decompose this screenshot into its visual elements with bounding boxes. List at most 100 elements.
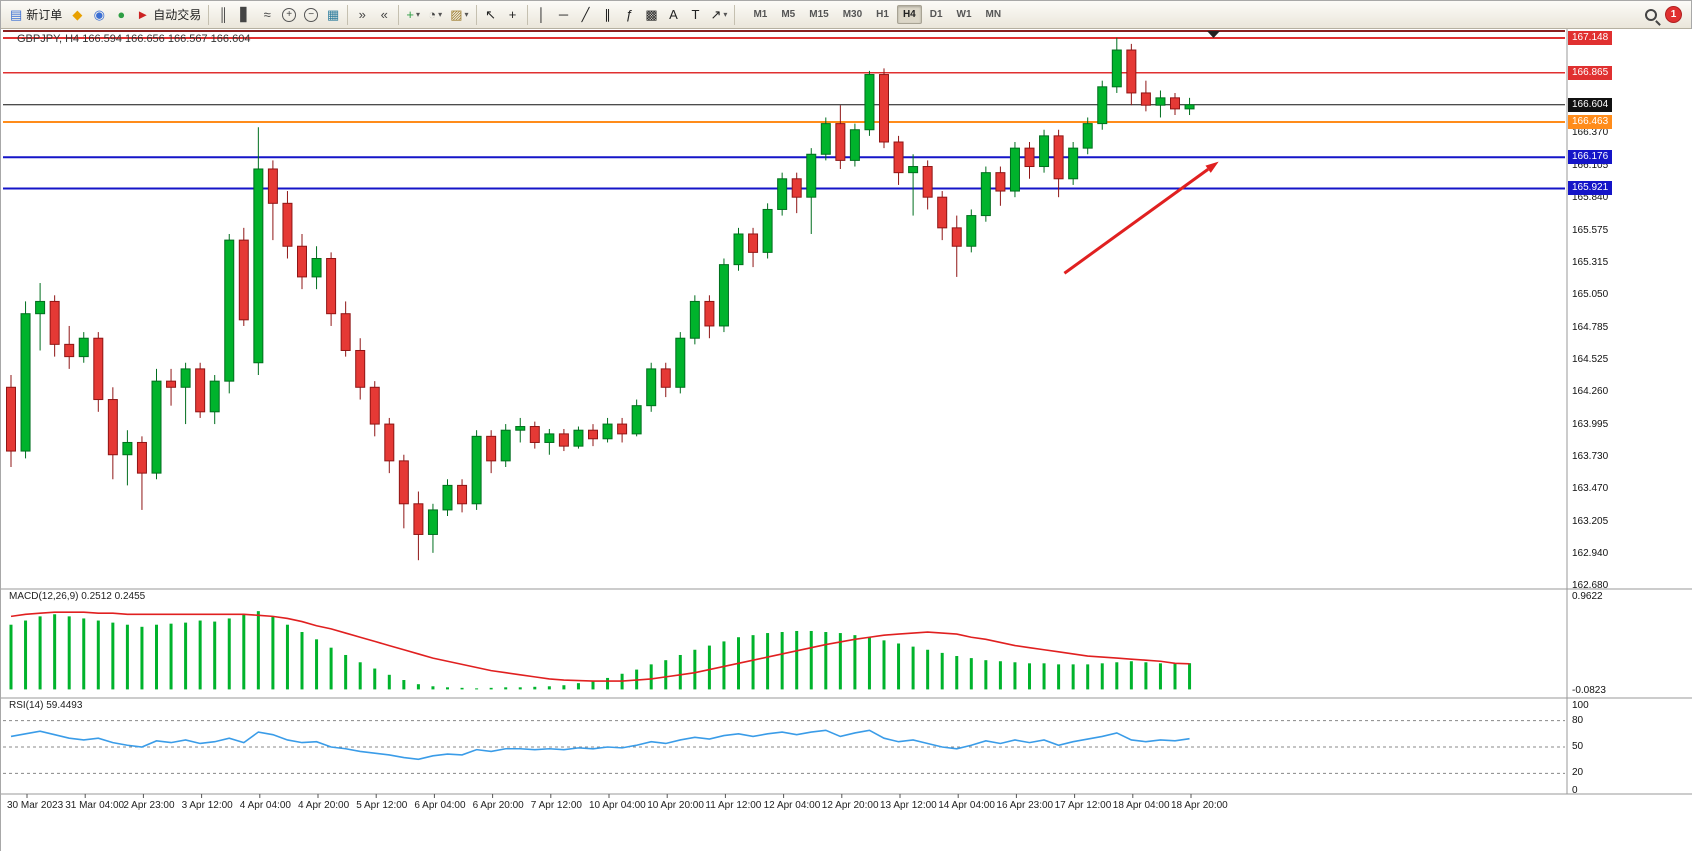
line-chart-button[interactable]: ≈ [256,4,278,26]
horizontal-line-button[interactable]: ─ [553,4,575,26]
trend-arrow-head[interactable] [1205,161,1219,173]
candle-body [326,258,337,315]
new-order-button[interactable]: ▤ 新订单 [6,4,66,26]
timeframe-mn-button[interactable]: MN [985,9,1002,20]
time-axis-label: 12 Apr 04:00 [763,800,821,811]
macd-histogram-bar [591,681,595,690]
timeframe-m1-button[interactable]: M1 [753,9,768,20]
text-icon: A [669,7,678,22]
candle-body [1082,123,1093,149]
horizontal-line-icon: ─ [558,7,569,22]
zoom-out-button[interactable]: − [300,4,322,26]
candle-body [995,172,1006,192]
ohlc-bars-button[interactable]: ║ [212,4,234,26]
crosshair-button[interactable]: + [502,4,524,26]
candle-body [311,258,322,278]
channel-button[interactable]: ∥ [597,4,619,26]
candle-body [486,435,497,462]
time-axis-label: 4 Apr 20:00 [298,800,350,811]
macd-histogram-bar [184,622,188,690]
candle-body [718,264,729,327]
tile-windows-button[interactable]: ▦ [322,4,344,26]
vertical-line-button[interactable]: │ [531,4,553,26]
macd-histogram-bar [576,683,580,690]
chart-shift-marker[interactable] [1207,31,1220,38]
timeframe-m15-button[interactable]: M15 [809,9,829,20]
zoom-out-icon: − [304,7,319,22]
macd-histogram-bar [562,685,566,690]
candle-body [64,343,75,358]
candle-body [849,129,860,161]
periods-button[interactable]: ◔ ▾ [424,4,446,26]
fibonacci-button[interactable]: ƒ [619,4,641,26]
trend-arrow[interactable] [1063,168,1209,275]
text-button[interactable]: A [663,4,685,26]
candle-body [238,239,249,321]
price-level-tag: 167.148 [1568,31,1613,45]
candle-body [806,153,817,198]
macd-histogram-bar [198,620,202,690]
macd-histogram-bar [387,674,391,690]
price-level-tag: 166.176 [1568,150,1613,165]
time-axis-label: 5 Apr 12:00 [356,800,408,811]
candle-body [122,441,133,456]
macd-histogram-bar [1071,664,1075,690]
auto-scroll-button[interactable]: » [351,4,373,26]
time-axis-label: 13 Apr 12:00 [880,800,937,811]
timeframe-m30-button[interactable]: M30 [842,9,863,20]
zoom-in-button[interactable]: + [278,4,300,26]
candle-body [893,141,904,174]
time-axis-label: 18 Apr 20:00 [1171,800,1228,811]
cursor-icon: ↖ [485,7,496,22]
timeframe-w1-button[interactable]: W1 [956,9,972,20]
shapes-button[interactable]: ▩ [641,4,663,26]
time-axis-label: 10 Apr 04:00 [589,800,646,811]
toolbar-separator [208,4,210,25]
trendline-button[interactable]: ╱ [575,4,597,26]
tile-windows-icon: ▦ [327,7,340,22]
terminal-icon: ● [117,7,126,22]
price-scale-label: 163.205 [1572,515,1609,527]
macd-histogram-bar [1115,662,1119,690]
label-button[interactable]: T [685,4,707,26]
macd-histogram-bar [1158,663,1162,690]
navigator-button[interactable]: ◉ [88,4,110,26]
macd-histogram-bar [125,624,129,690]
candle-body [733,233,744,266]
price-level-tag: 166.463 [1568,115,1613,129]
toolbar-button-group: ▤ 新订单 ◆ ◉ ● ► 自动交易 ║ ▋ ≈ + − ▦» «+ ▾ ◔ ▾ ▨ ▾ ↖ + │ ─ ╱ ∥ ƒ ▩ A T ↗ ▾ [6,4,738,26]
time-axis[interactable]: 30 Mar 2023 31 Mar 04:00 2 Apr 23:00 3 Apr … [1,794,1692,851]
macd-histogram-bar [766,633,770,690]
candle-body [1184,104,1195,110]
macd-histogram-bar [926,649,930,690]
search-icon[interactable] [1645,8,1657,21]
candle-body [136,441,147,474]
timeframe-h4-button[interactable]: H4 [896,5,922,24]
chart-shift-button[interactable]: « [373,4,395,26]
candle-body [1126,49,1137,94]
price-scale-label: 164.785 [1572,321,1609,333]
indicators-button[interactable]: + ▾ [402,4,424,26]
candle-body [689,300,700,339]
timeframe-d1-button[interactable]: D1 [929,9,943,20]
timeframe-h1-button[interactable]: H1 [876,9,889,20]
candle-body [966,215,977,247]
chart-canvas[interactable] [1,29,1692,824]
terminal-button[interactable]: ● [110,4,132,26]
candlestick-button[interactable]: ▋ [234,4,256,26]
candle-body [558,433,569,447]
timeframe-m5-button[interactable]: M5 [781,9,796,20]
price-scale[interactable]: 166.370 166.105 165.840 165.575 165.315 165.0… [1567,29,1692,796]
macd-histogram-bar [358,662,362,690]
macd-histogram-bar [38,616,42,690]
notification-badge[interactable]: 1 [1665,6,1682,23]
arrows-button[interactable]: ↗ ▾ [707,4,732,26]
price-level-tag: 166.604 [1568,97,1613,112]
auto-trading-button[interactable]: ► 自动交易 [132,4,205,26]
candle-body [675,337,686,388]
market-watch-button[interactable]: ◆ [66,4,88,26]
cursor-button[interactable]: ↖ [480,4,502,26]
macd-histogram-bar [1129,661,1133,690]
macd-histogram-bar [998,661,1002,690]
templates-button[interactable]: ▨ ▾ [446,4,472,26]
